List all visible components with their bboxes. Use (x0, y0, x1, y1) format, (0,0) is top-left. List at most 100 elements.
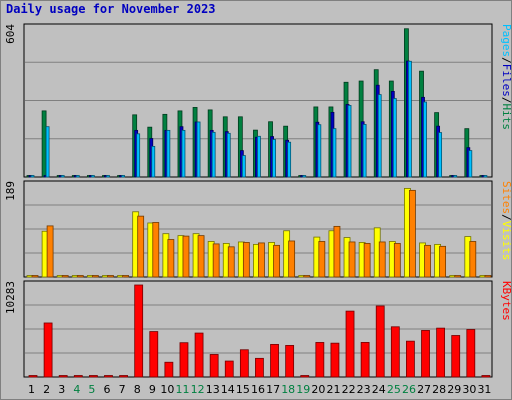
bar-pages-day-31 (483, 175, 488, 178)
bar-pages-day-29 (453, 175, 458, 178)
legend-entry: Sites (500, 181, 512, 214)
x-tick-label-day-21: 21 (326, 383, 340, 396)
x-tick-label-day-6: 6 (104, 383, 111, 396)
bar-pages-day-20 (317, 124, 322, 178)
bar-kbytes-day-5 (88, 375, 98, 378)
bar-sites-day-9 (152, 222, 160, 278)
bar-pages-day-11 (181, 129, 186, 178)
bar-sites-day-27 (424, 244, 431, 278)
bar-sites-day-11 (182, 235, 190, 278)
bar-sites-day-8 (137, 215, 145, 278)
bar-kbytes-day-19 (300, 375, 310, 378)
bar-kbytes-day-31 (481, 375, 491, 378)
bar-pages-day-28 (438, 132, 443, 178)
bar-kbytes-day-17 (270, 343, 279, 378)
x-tick-label-day-31: 31 (477, 383, 491, 396)
bar-pages-day-8 (136, 133, 141, 178)
bar-pages-day-2 (45, 126, 50, 178)
bar-sites-day-15 (242, 242, 250, 278)
bar-kbytes-day-14 (224, 360, 234, 378)
bar-pages-day-25 (392, 98, 397, 178)
x-tick-label-day-16: 16 (251, 383, 265, 396)
bar-kbytes-day-10 (164, 361, 174, 378)
bar-pages-day-24 (377, 94, 382, 178)
bar-sites-day-6 (107, 275, 114, 278)
bar-pages-day-18 (287, 141, 292, 178)
bar-sites-day-30 (469, 241, 477, 278)
bar-sites-day-10 (167, 239, 175, 278)
legend-entry: Hits (500, 104, 512, 131)
bar-sites-day-23 (363, 243, 371, 278)
bar-sites-day-29 (454, 275, 462, 278)
x-tick-label-day-26: 26 (402, 383, 416, 396)
bar-sites-day-19 (303, 275, 311, 278)
x-tick-label-day-28: 28 (432, 383, 446, 396)
x-tick-label-day-23: 23 (357, 383, 371, 396)
bar-sites-day-16 (258, 242, 265, 278)
x-tick-label-day-29: 29 (447, 383, 461, 396)
x-tick-label-day-11: 11 (176, 383, 190, 396)
legend-entry: / (500, 214, 512, 221)
bar-pages-day-6 (106, 175, 110, 178)
x-tick-label-day-13: 13 (206, 383, 220, 396)
x-tick-label-day-15: 15 (236, 383, 250, 396)
bar-kbytes-day-16 (255, 357, 264, 378)
bar-pages-day-13 (211, 131, 216, 178)
bar-pages-day-27 (423, 101, 427, 178)
bar-kbytes-day-27 (421, 330, 430, 378)
bar-kbytes-day-28 (436, 327, 446, 378)
bar-pages-day-10 (166, 129, 171, 178)
bar-pages-day-3 (60, 175, 65, 178)
bar-kbytes-day-25 (390, 326, 400, 378)
bar-pages-day-14 (226, 132, 231, 178)
bar-kbytes-day-2 (43, 322, 53, 378)
legend-entry: Visits (500, 221, 512, 261)
bar-sites-day-28 (439, 245, 447, 278)
bar-sites-day-2 (46, 225, 54, 278)
bar-kbytes-day-1 (28, 375, 38, 378)
x-tick-label-day-10: 10 (160, 383, 174, 396)
bar-pages-day-26 (408, 60, 412, 178)
bar-kbytes-day-21 (330, 342, 340, 378)
x-tick-label-day-7: 7 (119, 383, 126, 396)
bar-pages-day-21 (332, 128, 337, 178)
x-tick-label-day-24: 24 (372, 383, 386, 396)
max-label-visits: 189 (4, 181, 17, 201)
bar-sites-day-24 (378, 241, 386, 278)
bar-sites-day-13 (212, 243, 220, 278)
bar-kbytes-day-22 (345, 310, 355, 378)
bar-hits-day-2 (41, 110, 47, 178)
legend-entry: Pages (500, 24, 512, 57)
legend-entry: / (500, 57, 512, 64)
bar-sites-day-31 (484, 275, 492, 278)
bar-pages-day-4 (75, 175, 80, 178)
bar-sites-day-4 (76, 275, 84, 278)
x-tick-label-day-19: 19 (296, 383, 310, 396)
bar-sites-day-22 (348, 241, 356, 278)
bar-kbytes-day-3 (58, 375, 68, 378)
x-tick-label-day-5: 5 (88, 383, 95, 396)
x-tick-label-day-22: 22 (342, 383, 356, 396)
x-tick-label-day-14: 14 (221, 383, 235, 396)
x-tick-label-day-9: 9 (149, 383, 156, 396)
legend-entry: Files (500, 64, 512, 97)
legend-kbytes: KBytes (500, 281, 512, 321)
bar-pages-day-30 (468, 150, 473, 178)
bar-kbytes-day-9 (149, 331, 159, 378)
x-tick-label-day-1: 1 (28, 383, 35, 396)
bar-kbytes-day-13 (209, 354, 219, 378)
x-tick-label-day-3: 3 (58, 383, 65, 396)
bar-sites-day-25 (393, 243, 401, 278)
bar-sites-day-21 (333, 225, 341, 278)
x-tick-label-day-17: 17 (266, 383, 280, 396)
bar-sites-day-14 (227, 246, 235, 278)
bar-kbytes-day-20 (315, 342, 325, 378)
bar-sites-day-20 (318, 241, 326, 278)
x-tick-label-day-20: 20 (311, 383, 325, 396)
bar-kbytes-day-29 (451, 335, 461, 378)
x-tick-label-day-25: 25 (387, 383, 401, 396)
bar-sites-day-5 (91, 275, 99, 278)
legend-entry: / (500, 97, 512, 104)
legend-visits: Sites/Visits (500, 181, 512, 261)
